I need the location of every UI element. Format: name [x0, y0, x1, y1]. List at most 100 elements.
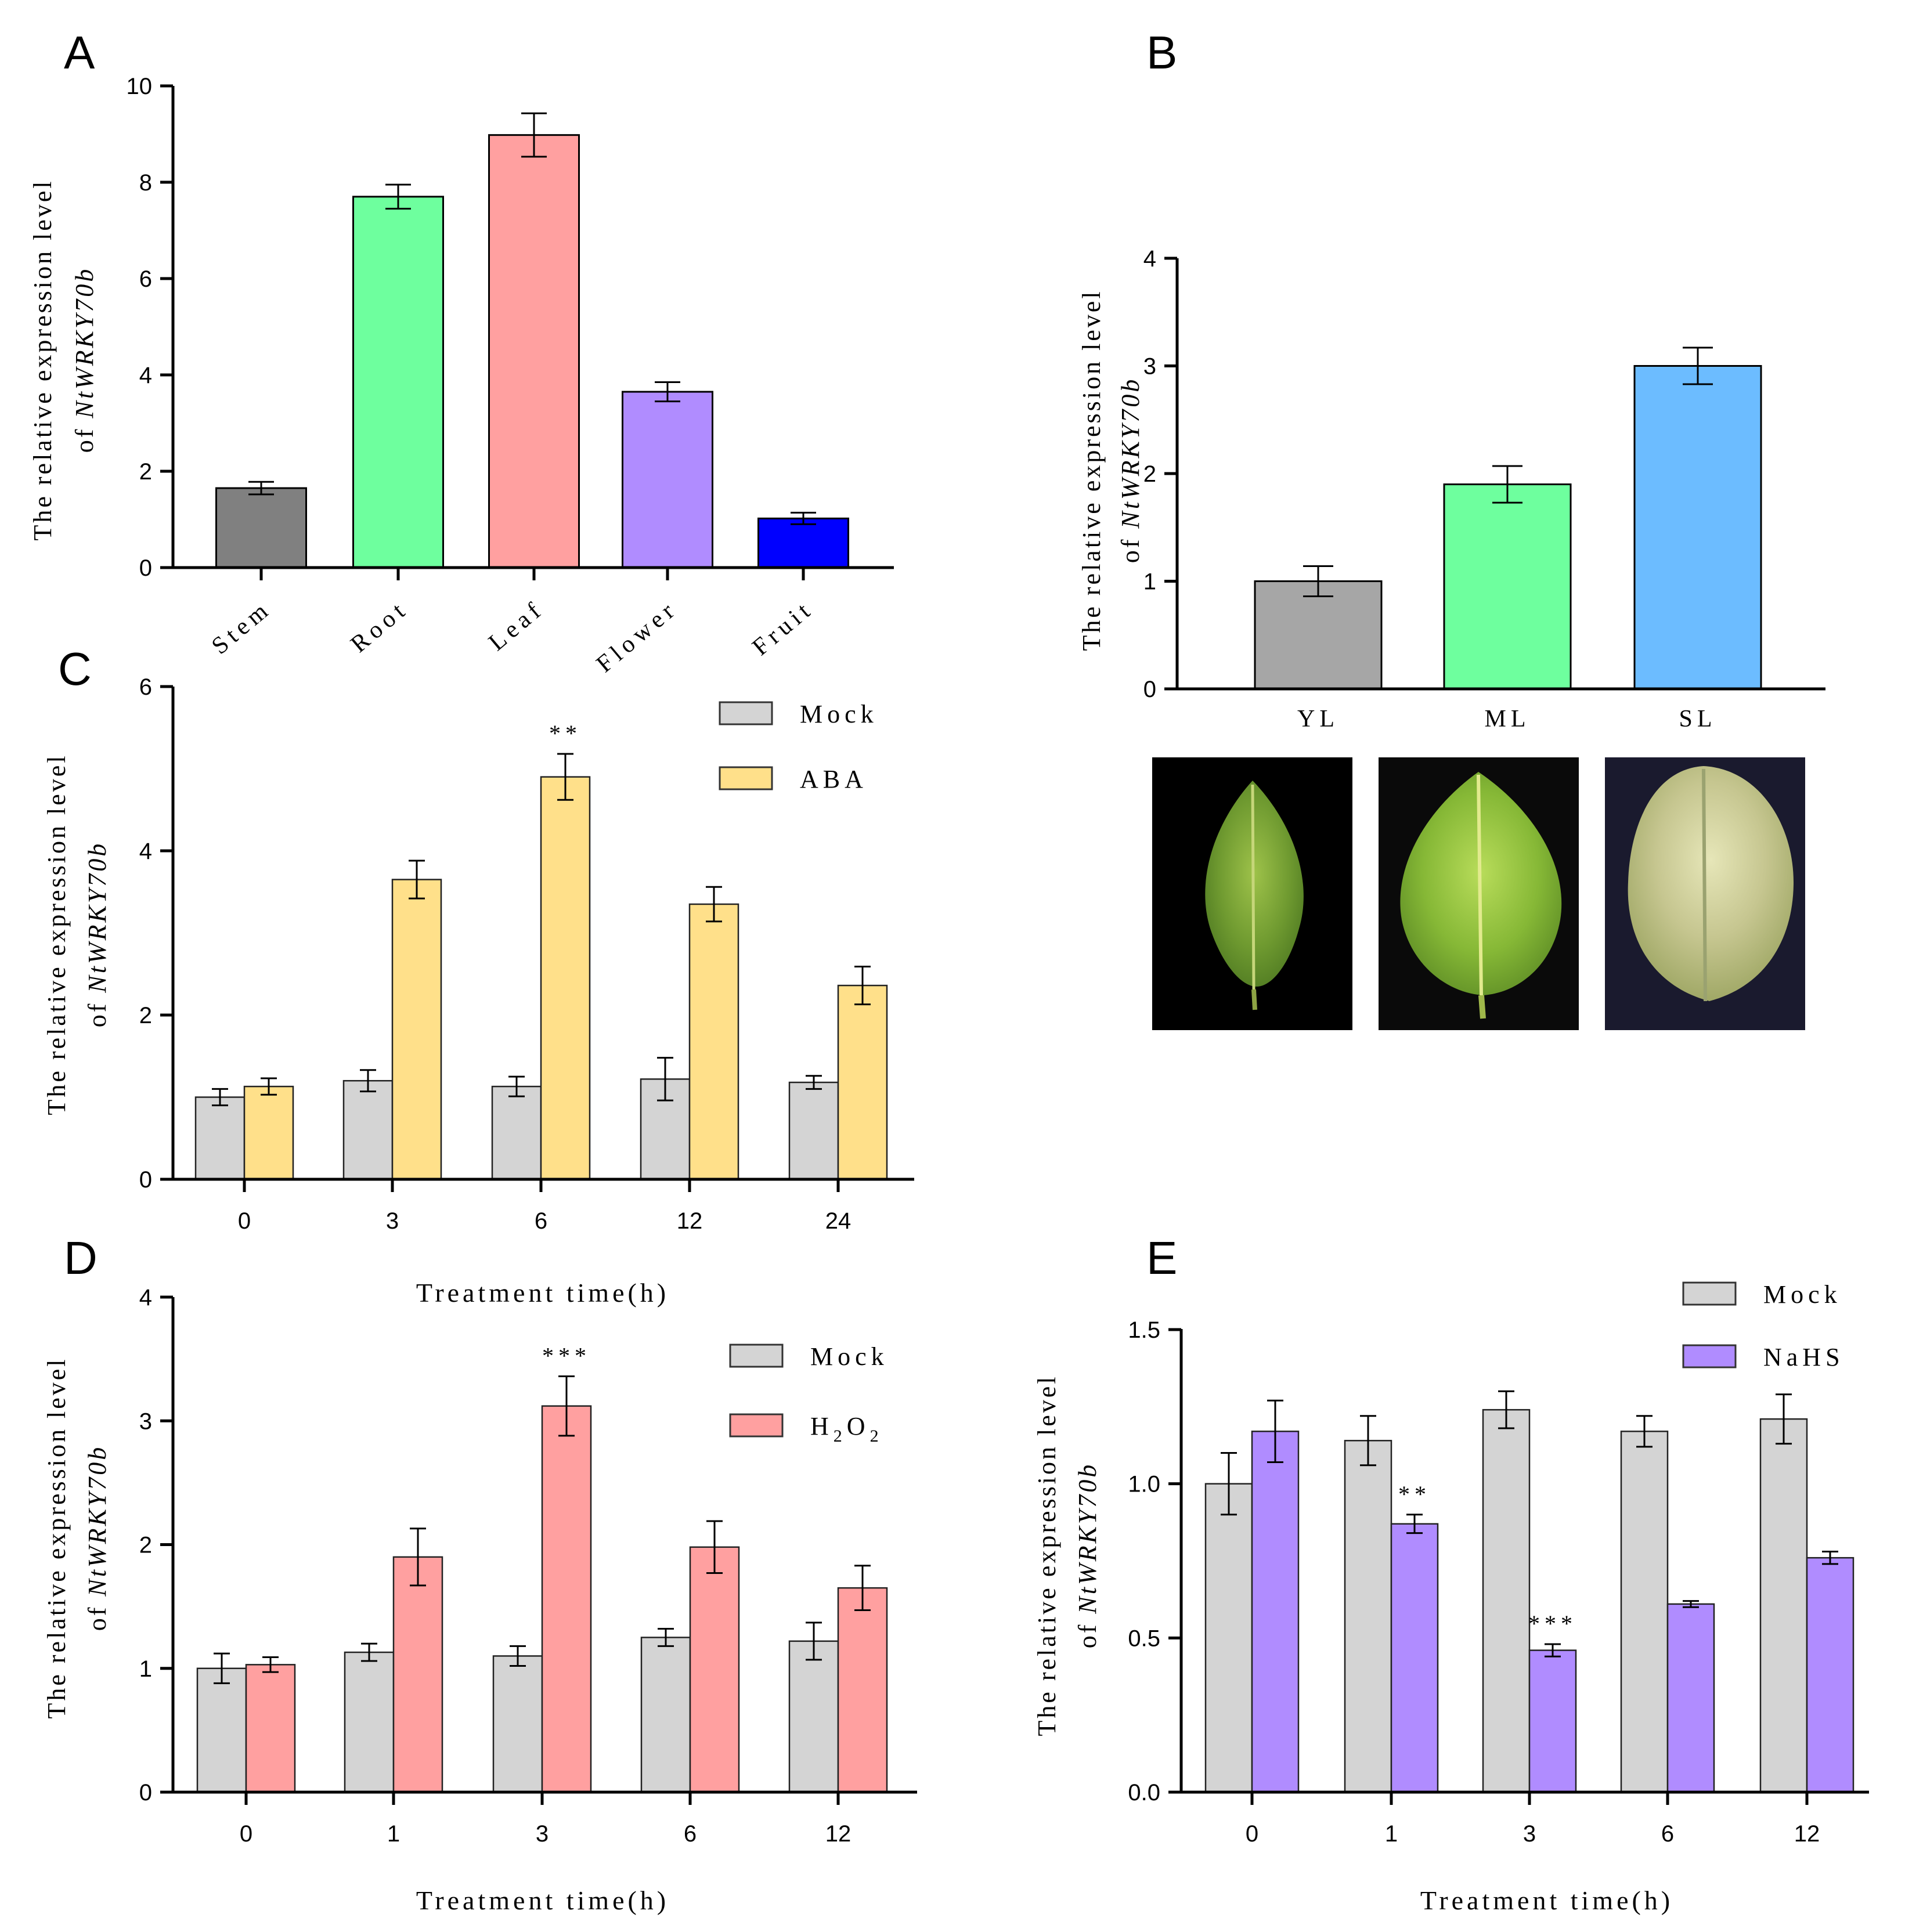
panel-c-bars: [194, 753, 888, 1180]
e-bar-nahs: [1251, 1431, 1300, 1793]
leaf-photo-mature: [1379, 757, 1579, 1030]
panel-c-ylabel-gene: NtWRKY70b: [83, 842, 111, 994]
panel-e-xlabel: Treatment time(h): [1420, 1886, 1673, 1915]
panel-a-bar: [488, 134, 580, 569]
e-bar-nahs: [1806, 1557, 1855, 1793]
c-bar-mock: [194, 1096, 246, 1180]
d-bar-mock: [640, 1637, 691, 1793]
c-ytick-label: 2: [139, 1003, 152, 1028]
e-ytick-label: 1.5: [1128, 1317, 1160, 1343]
panel-d-ylabel-line2: of NtWRKY70b: [83, 1445, 111, 1631]
panel-b-ytick-label: 3: [1143, 354, 1156, 380]
panel-d-legend-mock-swatch: [729, 1344, 784, 1368]
e-ytick-label: 0.5: [1128, 1626, 1160, 1651]
panel-b-xtick-label: SL: [1679, 706, 1716, 732]
panel-c-ylabel-prefix: of: [83, 993, 111, 1028]
c-bar-aba: [391, 879, 442, 1180]
panel-b-xtick-label: YL: [1297, 706, 1339, 732]
d-xtick-label: 12: [825, 1821, 852, 1847]
panel-c-label: C: [58, 643, 92, 695]
e-xtick-label: 1: [1385, 1821, 1398, 1847]
panel-c-x-labels: 0 3 6 12 24: [238, 1179, 851, 1234]
panel-c-xlabel: Treatment time(h): [416, 1278, 669, 1308]
panel-a-chart: 0 2 4 6 8 10 Stem Root Leaf Flower Fruit The rela…: [28, 74, 894, 678]
panel-a-xtick-label: Root: [346, 595, 414, 658]
d-bar-mock: [344, 1651, 395, 1793]
c-bar-mock: [788, 1081, 839, 1180]
e-ytick-label: 0.0: [1128, 1780, 1160, 1805]
panel-d-label: D: [64, 1232, 98, 1284]
e-xtick-label: 0: [1246, 1821, 1258, 1847]
d-xtick-label: 0: [240, 1821, 252, 1847]
panel-e-x-labels: 0 1 3 6 12: [1246, 1792, 1820, 1847]
c-bar-aba: [243, 1085, 294, 1180]
panel-e-ylabel-line1: The relative expression level: [1033, 1374, 1061, 1736]
d-significance-marker: ***: [542, 1342, 591, 1368]
panel-a-bar: [757, 517, 849, 569]
d-bar-mock: [196, 1667, 247, 1793]
panel-e-legend-mock-swatch: [1682, 1281, 1737, 1306]
panel-a-ylabel-line1: The relative expression level: [28, 179, 57, 540]
h2o2-sub2: 2: [870, 1427, 883, 1446]
panel-a-xtick-label: Leaf: [484, 595, 549, 656]
panel-e-y-axis: 0.0 0.5 1.0 1.5: [1128, 1317, 1181, 1805]
panel-b-bars: [1254, 346, 1762, 690]
panel-d-ylabel-prefix: of: [83, 1597, 111, 1631]
panel-a-y-axis: 0 2 4 6 8 10: [127, 74, 173, 581]
e-xtick-label: 3: [1523, 1821, 1536, 1847]
d-ytick-label: 1: [139, 1656, 152, 1682]
panel-e-bars: [1204, 1390, 1855, 1793]
c-ytick-label: 0: [139, 1167, 152, 1193]
panel-e-ylabel-gene: NtWRKY70b: [1073, 1462, 1102, 1615]
panel-a-ytick-label: 4: [139, 363, 152, 388]
panel-b-ylabel-line1: The relative expression level: [1077, 289, 1106, 651]
c-bar-aba: [540, 776, 591, 1180]
panel-c-legend-mock-swatch: [719, 701, 773, 725]
d-xtick-label: 1: [387, 1821, 400, 1847]
panel-a-ylabel-prefix: of: [70, 418, 99, 453]
panel-d-y-axis: 0 1 2 3 4: [139, 1285, 173, 1805]
d-ytick-label: 2: [139, 1533, 152, 1558]
panel-b-ytick-label: 2: [1143, 461, 1156, 487]
e-bar-mock: [1204, 1483, 1253, 1793]
e-bar-nahs: [1390, 1523, 1439, 1793]
c-ytick-label: 6: [139, 674, 152, 700]
panel-c-ylabel-line2: of NtWRKY70b: [83, 842, 111, 1028]
panel-c-significance: **: [549, 720, 582, 746]
panel-c-ylabel-line1: The relative expression level: [42, 753, 71, 1115]
d-bar-mock: [492, 1655, 543, 1793]
h2o2-h: H: [810, 1412, 834, 1440]
panel-d-xlabel: Treatment time(h): [416, 1886, 669, 1915]
panel-a-xtick-label: Stem: [207, 595, 276, 659]
e-bar-mock: [1344, 1440, 1392, 1793]
panel-e-legend-mock: Mock: [1763, 1280, 1842, 1309]
leaf-photo-young: [1152, 757, 1352, 1030]
c-significance-marker: **: [549, 720, 582, 746]
panel-a-xtick-label: Fruit: [748, 595, 819, 660]
h2o2-sub1: 2: [834, 1427, 847, 1446]
panel-e-legend-nahs-swatch: [1682, 1344, 1737, 1368]
c-xtick-label: 12: [677, 1208, 703, 1234]
panel-a-ytick-label: 8: [139, 170, 152, 196]
d-ytick-label: 4: [139, 1285, 152, 1310]
d-bar-h2o2: [689, 1546, 740, 1793]
panel-d-legend: Mock H2O2: [729, 1342, 889, 1446]
panel-c-legend-mock: Mock: [800, 700, 878, 728]
panel-e-legend: Mock NaHS: [1682, 1280, 1842, 1371]
e-bar-mock: [1482, 1409, 1531, 1793]
c-xtick-label: 6: [535, 1208, 547, 1234]
panel-c-legend-aba: ABA: [800, 765, 868, 793]
d-bar-mock: [788, 1640, 839, 1793]
panel-a-ytick-label: 2: [139, 459, 152, 485]
panel-b-ylabel-gene: NtWRKY70b: [1116, 377, 1145, 529]
panel-b-ytick-label: 0: [1143, 677, 1156, 702]
c-bar-mock: [491, 1085, 542, 1180]
panel-a-ylabel-line2: of NtWRKY70b: [70, 267, 99, 453]
panel-d-legend-mock: Mock: [810, 1342, 889, 1371]
d-ytick-label: 3: [139, 1409, 152, 1434]
panel-d-x-labels: 0 1 3 6 12: [240, 1792, 851, 1847]
d-xtick-label: 3: [536, 1821, 549, 1847]
panel-a-bar: [352, 196, 444, 569]
